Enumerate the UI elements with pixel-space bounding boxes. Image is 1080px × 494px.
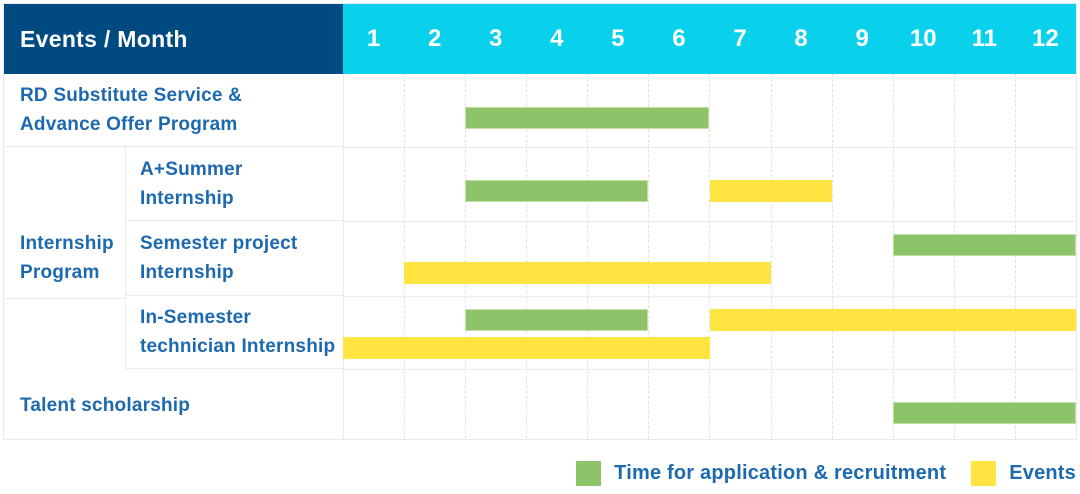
month-header-cell: 12: [1032, 25, 1059, 52]
gantt-bar-event: [709, 309, 1076, 331]
month-header-cell: 3: [489, 25, 503, 52]
events-month-table: Events / Month 1 2 3 4 5 6 7 8 9 10 11 12 RD Substi…: [3, 3, 1077, 440]
events-month-header-cell: Events / Month: [4, 4, 343, 74]
gantt-bar-event: [709, 180, 832, 202]
month-column: [587, 74, 648, 439]
month-header-cell: 6: [672, 25, 686, 52]
grid-area: [343, 74, 1076, 439]
month-column: [343, 74, 404, 439]
row-divider: [343, 369, 1076, 370]
row-label-rd-substitute: RD Substitute Service & Advance Offer Pr…: [4, 74, 343, 147]
gantt-bar-application: [465, 180, 649, 202]
legend-label-events: Events: [1009, 462, 1076, 484]
gantt-bar-application: [892, 234, 1076, 256]
gantt-bar-event: [404, 262, 771, 284]
group-label-internship-program: Internship Program: [4, 147, 125, 299]
gantt-bar-event: [343, 337, 710, 359]
month-column: [770, 74, 832, 439]
month-header-cell: 9: [855, 25, 869, 52]
legend-label-application: Time for application & recruitment: [614, 462, 947, 484]
events-color-swatch-icon: [971, 461, 997, 486]
gantt-bar-application: [465, 309, 649, 331]
month-header-cell: 2: [427, 25, 442, 52]
month-column: [892, 74, 954, 439]
row-divider: [343, 221, 1076, 222]
month-column: [648, 74, 709, 439]
month-header-cell: 10: [909, 25, 937, 52]
gantt-bar-application: [465, 107, 710, 129]
month-header-cell: 4: [550, 25, 564, 52]
month-column: [404, 74, 465, 439]
legend-item-application: Time for application & recruitment: [576, 461, 946, 486]
row-label-a-plus-summer-internship: A+Summer Internship: [125, 147, 343, 221]
month-header: 1 2 3 4 5 6 7 8 9 10 11 12: [343, 4, 1076, 74]
row-divider: [343, 147, 1076, 148]
legend: Time for application & recruitment Event…: [576, 461, 1076, 486]
month-header-cell: 5: [611, 25, 625, 52]
month-header-cell: 11: [971, 25, 997, 52]
month-column: [526, 74, 587, 439]
month-column: [1014, 74, 1076, 439]
month-column: [709, 74, 770, 439]
month-header-cell: 8: [794, 25, 808, 52]
month-header-cell: 7: [733, 25, 747, 52]
application-color-swatch-icon: [576, 461, 602, 486]
grid-columns: [343, 74, 1076, 439]
row-label-in-semester-technician-internship: In-Semester technician Internship: [125, 296, 343, 369]
month-column: [953, 74, 1015, 439]
gantt-bar-application: [892, 402, 1076, 424]
month-header-cell: 1: [366, 25, 381, 52]
month-column: [465, 74, 526, 439]
row-label-semester-project-internship: Semester project Internship: [125, 221, 343, 296]
events-month-header-label: Events / Month: [20, 25, 188, 52]
legend-item-events: Events: [971, 461, 1076, 486]
row-divider: [343, 296, 1076, 297]
month-column: [831, 74, 893, 439]
row-label-talent-scholarship: Talent scholarship: [20, 394, 191, 416]
